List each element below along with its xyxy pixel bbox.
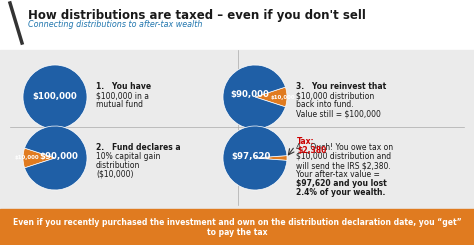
Bar bbox=[0, 50, 474, 210]
Text: Value still = $100,000: Value still = $100,000 bbox=[296, 109, 381, 118]
Text: 4.   Ouch! You owe tax on: 4. Ouch! You owe tax on bbox=[296, 143, 393, 152]
Text: $97,620: $97,620 bbox=[231, 151, 271, 160]
Text: ($10,000): ($10,000) bbox=[96, 170, 134, 179]
Text: will send the IRS $2,380.: will send the IRS $2,380. bbox=[296, 161, 391, 170]
Text: $10,000: $10,000 bbox=[15, 156, 39, 160]
Bar bbox=[0, 209, 474, 245]
Text: $10,000: $10,000 bbox=[271, 95, 295, 99]
Text: Connecting distributions to after-tax wealth: Connecting distributions to after-tax we… bbox=[28, 20, 202, 29]
Text: 2.4% of your wealth.: 2.4% of your wealth. bbox=[296, 188, 385, 197]
Text: $90,000: $90,000 bbox=[230, 90, 269, 99]
Wedge shape bbox=[223, 126, 287, 190]
Text: $90,000: $90,000 bbox=[39, 151, 78, 160]
Text: back into fund.: back into fund. bbox=[296, 100, 354, 109]
Text: Tax:: Tax: bbox=[297, 137, 315, 147]
Text: $97,620 and you lost: $97,620 and you lost bbox=[296, 179, 387, 188]
Bar bbox=[0, 0, 474, 50]
Text: $100,000: $100,000 bbox=[33, 93, 77, 101]
Text: to pay the tax: to pay the tax bbox=[207, 228, 267, 236]
Wedge shape bbox=[223, 65, 285, 129]
Text: $10,000 distribution and: $10,000 distribution and bbox=[296, 152, 391, 161]
Text: 1.   You have: 1. You have bbox=[96, 82, 151, 91]
Text: mutual fund: mutual fund bbox=[96, 100, 143, 109]
Text: $10,000 distribution: $10,000 distribution bbox=[296, 91, 374, 100]
Text: Even if you recently purchased the investment and own on the distribution declar: Even if you recently purchased the inves… bbox=[13, 218, 461, 226]
Text: distribution: distribution bbox=[96, 161, 140, 170]
Text: $100,000 in a: $100,000 in a bbox=[96, 91, 149, 100]
Text: Your after-tax value =: Your after-tax value = bbox=[296, 170, 380, 179]
Text: 3.   You reinvest that: 3. You reinvest that bbox=[296, 82, 386, 91]
Text: 2.   Fund declares a: 2. Fund declares a bbox=[96, 143, 181, 152]
Wedge shape bbox=[23, 65, 87, 129]
Text: $2,380: $2,380 bbox=[297, 146, 327, 155]
Wedge shape bbox=[23, 148, 55, 168]
Text: How distributions are taxed – even if you don't sell: How distributions are taxed – even if yo… bbox=[28, 9, 366, 22]
Wedge shape bbox=[255, 87, 287, 107]
Wedge shape bbox=[255, 156, 287, 160]
Wedge shape bbox=[25, 126, 87, 190]
Text: 10% capital gain: 10% capital gain bbox=[96, 152, 160, 161]
